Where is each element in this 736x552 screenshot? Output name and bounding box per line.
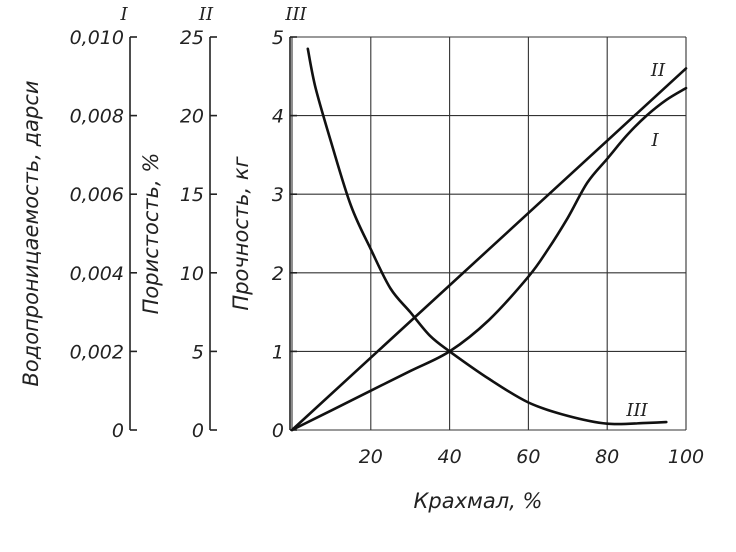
axis-id-label: I [119, 4, 128, 25]
y-tick-label: 0 [192, 420, 204, 442]
y-tick-label: 15 [180, 184, 204, 206]
y-tick-label: 0,002 [70, 341, 124, 363]
y-axis-title: Водопроницаемость, дарси [19, 80, 43, 386]
y-tick-label: 0 [272, 420, 284, 442]
axis-id-label: III [284, 4, 307, 25]
y-tick-label: 10 [180, 263, 204, 285]
grid [291, 36, 687, 431]
series-line-III [306, 47, 668, 426]
y-tick-label: 2 [272, 263, 284, 285]
y-tick-label: 4 [272, 106, 284, 128]
axis-id-label: II [198, 4, 214, 25]
y-tick-label: 0,008 [70, 106, 124, 128]
y-tick-label: 1 [272, 341, 284, 363]
y-axis-title: Пористость, % [139, 153, 163, 315]
y-tick-label: 0,010 [70, 27, 124, 49]
y-tick-label: 25 [180, 27, 204, 49]
y-tick-label: 0,006 [70, 184, 124, 206]
series-line-II [290, 67, 688, 432]
y-tick-label: 5 [192, 341, 204, 363]
x-tick-label: 100 [668, 446, 704, 468]
y-tick-label: 0 [112, 420, 124, 442]
x-axis-title: Крахмал, % [414, 489, 543, 513]
y-tick-label: 3 [272, 184, 284, 206]
series-label-III: III [625, 400, 648, 421]
labels: 00,0020,0040,0060,0080,010IВодопроницаем… [19, 4, 704, 513]
axes [129, 36, 297, 431]
x-tick-label: 80 [595, 446, 619, 468]
x-tick-label: 40 [438, 446, 462, 468]
series-label-I: I [650, 130, 659, 151]
x-tick-label: 20 [359, 446, 383, 468]
x-tick-label: 60 [516, 446, 540, 468]
series-label-II: II [650, 60, 666, 81]
series-line-I [290, 86, 688, 432]
y-tick-label: 0,004 [70, 263, 124, 285]
series [290, 47, 688, 432]
y-tick-label: 5 [272, 27, 284, 49]
y-tick-label: 20 [180, 106, 204, 128]
y-axis-title: Прочность, кг [229, 155, 253, 310]
